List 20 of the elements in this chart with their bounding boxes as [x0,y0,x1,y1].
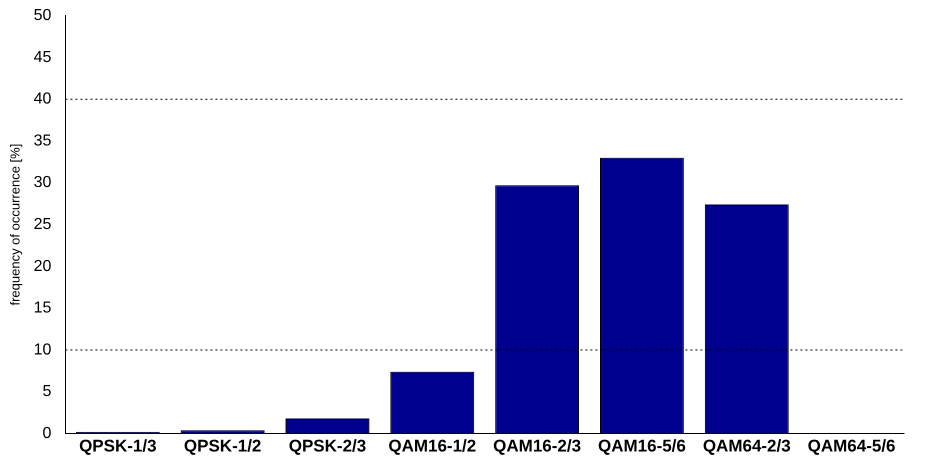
y-tick-label: 15 [34,300,52,317]
y-tick-label: 35 [34,132,52,150]
y-tick-label: 20 [34,258,52,275]
y-tick-label: 40 [34,90,52,108]
y-tick-label: 5 [42,383,52,400]
y-axis-title: frequency of occurrence [%] [7,144,22,306]
x-tick-label: QAM64-5/6 [808,436,896,456]
x-tick-label: QAM16-1/2 [388,436,476,456]
x-tick-label: QPSK-1/2 [184,436,262,456]
x-tick-label: QAM16-2/3 [493,436,582,456]
x-tick-label: QAM16-5/6 [598,436,686,456]
y-tick-label: 10 [34,341,52,358]
x-tick-label: QPSK-1/3 [79,436,157,456]
x-tick-label: QPSK-2/3 [288,436,366,456]
x-tick-label: QAM64-2/3 [702,436,791,456]
y-tick-label: 0 [42,425,52,442]
y-tick-label: 30 [34,174,52,192]
y-tick-label: 50 [34,7,52,24]
y-tick-label: 45 [34,48,52,66]
y-tick-label: 25 [34,216,52,234]
